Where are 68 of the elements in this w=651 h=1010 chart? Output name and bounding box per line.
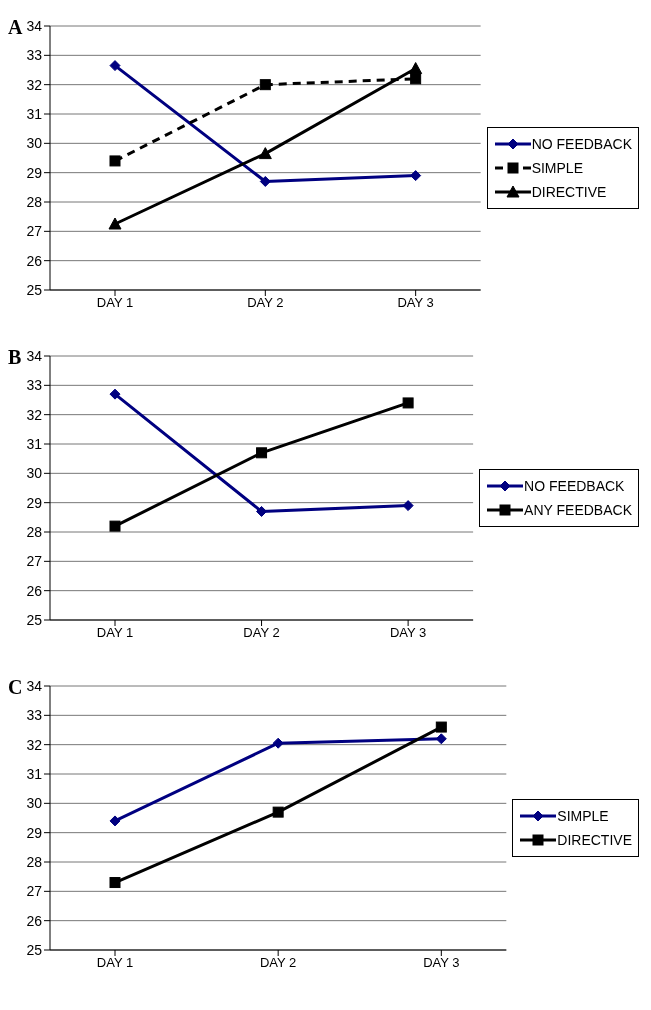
y-tick-label: 25 xyxy=(26,941,43,958)
legend-label: SIMPLE xyxy=(557,808,609,824)
y-tick-label: 30 xyxy=(26,795,43,812)
y-tick-label: 26 xyxy=(26,582,43,599)
y-tick-label: 33 xyxy=(26,47,43,64)
point xyxy=(258,147,272,160)
y-tick-label: 28 xyxy=(26,523,43,540)
x-tick-label: DAY 3 xyxy=(423,955,460,971)
x-tick-label: DAY 1 xyxy=(96,625,134,641)
chart-title: C xyxy=(8,676,23,699)
y-tick-label: 33 xyxy=(26,377,43,394)
y-tick-label: 30 xyxy=(26,465,43,482)
y-tick-label: 32 xyxy=(26,406,43,423)
legend-label: NO FEEDBACK xyxy=(524,478,625,494)
point xyxy=(259,79,271,91)
y-tick-label: 25 xyxy=(26,281,43,298)
x-tick-label: DAY 2 xyxy=(247,295,284,311)
point xyxy=(109,155,121,167)
chart-title: B xyxy=(8,346,22,369)
x-tick-label: DAY 2 xyxy=(243,625,280,641)
y-tick-label: 30 xyxy=(26,135,43,152)
y-tick-label: 34 xyxy=(26,347,43,364)
point xyxy=(272,737,284,749)
x-tick-label: DAY 1 xyxy=(96,955,134,971)
y-tick-label: 28 xyxy=(26,853,43,870)
point xyxy=(109,388,121,400)
point xyxy=(410,73,422,85)
y-tick-label: 29 xyxy=(26,164,43,181)
point xyxy=(256,447,268,459)
y-tick-label: 28 xyxy=(26,193,43,210)
y-tick-label: 29 xyxy=(26,824,43,841)
point xyxy=(402,500,414,512)
point xyxy=(108,217,122,230)
y-tick-label: 31 xyxy=(26,105,43,122)
legend-label: DIRECTIVE xyxy=(531,184,607,200)
legend-label: SIMPLE xyxy=(531,160,583,176)
point xyxy=(402,397,414,409)
y-tick-label: 25 xyxy=(26,611,43,628)
point xyxy=(409,62,423,75)
point xyxy=(433,721,447,734)
y-tick-label: 33 xyxy=(26,707,43,724)
point xyxy=(109,520,121,532)
x-tick-label: DAY 2 xyxy=(259,955,297,971)
y-tick-label: 32 xyxy=(26,736,43,753)
x-tick-label: DAY 1 xyxy=(96,295,134,311)
y-tick-label: 34 xyxy=(26,17,43,34)
legend-label: NO FEEDBACK xyxy=(531,136,632,152)
point xyxy=(272,806,284,818)
y-tick-label: 31 xyxy=(26,435,43,452)
point xyxy=(109,877,121,889)
y-tick-label: 26 xyxy=(26,912,43,929)
y-tick-label: 34 xyxy=(26,677,43,694)
legend-label: ANY FEEDBACK xyxy=(524,502,632,518)
point xyxy=(259,175,271,187)
legend-label: DIRECTIVE xyxy=(557,832,632,848)
point xyxy=(109,60,121,72)
x-tick-label: DAY 3 xyxy=(389,625,427,641)
y-tick-label: 26 xyxy=(26,252,43,269)
y-tick-label: 32 xyxy=(26,76,43,93)
x-tick-label: DAY 3 xyxy=(397,295,434,311)
y-tick-label: 29 xyxy=(26,494,43,511)
point xyxy=(109,815,121,827)
y-tick-label: 27 xyxy=(26,883,43,900)
y-tick-label: 27 xyxy=(26,223,43,240)
chart-title: A xyxy=(8,16,23,39)
y-tick-label: 31 xyxy=(26,765,43,782)
y-tick-label: 27 xyxy=(26,553,43,570)
point xyxy=(410,170,422,182)
